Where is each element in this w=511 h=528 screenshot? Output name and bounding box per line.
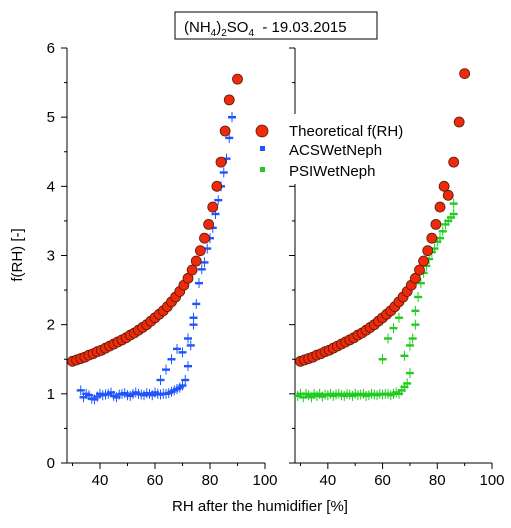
panel-0-x-tick-label: 80 [202, 472, 219, 489]
point-theoretical-frh [442, 189, 454, 201]
point-theoretical-frh [194, 245, 206, 257]
point-theoretical-frh [232, 73, 243, 85]
y-tick-label: 2 [47, 317, 55, 334]
point-theoretical-frh [414, 264, 425, 276]
point-theoretical-frh [211, 180, 223, 192]
panel-1-x-tick-label: 80 [429, 472, 446, 489]
point-theoretical-frh [430, 218, 442, 230]
panel-1-x-tick-label: 100 [479, 472, 504, 489]
title-part-mid: ) [216, 19, 221, 36]
point-theoretical-frh [199, 232, 210, 244]
y-tick-label: 0 [47, 455, 55, 472]
panel-0-x-tick-label: 40 [92, 472, 109, 489]
title-part-date: - 19.03.2015 [254, 19, 347, 36]
plot-layer: 0 1 2 3 4 5 6 40 60 80 100 40 60 80 100 [47, 40, 505, 489]
title-sub-1: 4 [211, 28, 217, 39]
y-axis-label: f(RH) [-] [9, 228, 26, 281]
panel-1-x-tick-label: 60 [374, 472, 391, 489]
point-theoretical-frh [207, 201, 219, 213]
y-tick-label: 1 [47, 386, 55, 403]
point-theoretical-frh [186, 264, 198, 276]
point-theoretical-frh [434, 201, 446, 213]
legend-label-theory: Theoretical f(RH) [289, 123, 403, 140]
chart-title: (NH4)2SO4 - 19.03.2015 [184, 19, 347, 39]
title-box [174, 11, 378, 40]
panel-0-x-tick-label: 100 [252, 472, 277, 489]
point-theoretical-frh [190, 255, 202, 267]
panel-0-x-tick-label: 60 [147, 472, 164, 489]
legend-marker-psi [260, 167, 265, 172]
point-theoretical-frh [418, 255, 429, 267]
legend-marker-theory [255, 124, 269, 138]
point-theoretical-frh [223, 94, 235, 106]
title-part-after: SO [227, 19, 249, 36]
point-theoretical-frh [438, 180, 450, 192]
point-theoretical-frh [459, 68, 471, 79]
title-sub-3: 4 [248, 28, 254, 39]
panel-1-x-tick-label: 40 [319, 472, 336, 489]
point-theoretical-frh [426, 232, 438, 244]
legend-label-acs: ACSWetNeph [289, 142, 382, 159]
x-axis-label: RH after the humidifier [%] [172, 498, 348, 515]
legend-label-psi: PSIWetNeph [289, 163, 375, 180]
legend-box [246, 114, 412, 184]
point-theoretical-frh [219, 125, 231, 137]
point-theoretical-frh [422, 245, 434, 257]
legend: Theoretical f(RH) ACSWetNeph PSIWetNeph [246, 114, 412, 184]
y-tick-label: 6 [47, 40, 55, 57]
legend-marker-acs [260, 146, 265, 151]
y-tick-label: 5 [47, 109, 55, 126]
y-tick-label: 3 [47, 248, 55, 265]
y-tick-label: 4 [47, 178, 55, 195]
point-theoretical-frh [453, 116, 465, 128]
point-theoretical-frh [203, 218, 215, 230]
title-part-main: (NH [184, 19, 211, 36]
title-sub-2: 2 [221, 28, 227, 39]
point-theoretical-frh [215, 156, 227, 168]
point-theoretical-frh [448, 156, 460, 168]
